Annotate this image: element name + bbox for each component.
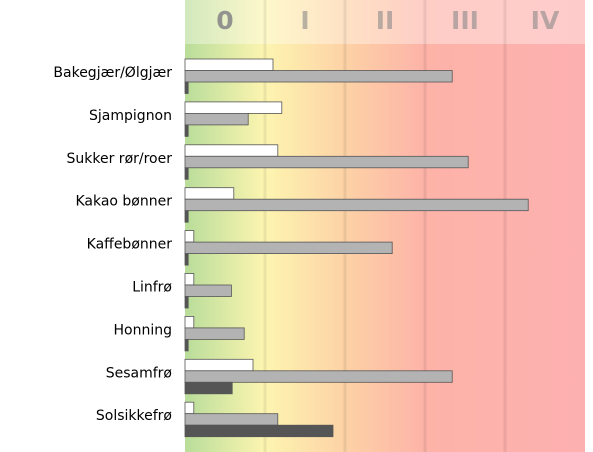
bar	[184, 230, 195, 243]
category-label: Honning	[114, 322, 173, 338]
category-label: Sukker rør/roer	[67, 151, 173, 167]
bar	[184, 58, 274, 71]
bar	[184, 358, 254, 372]
category-label: Kaffebønner	[87, 237, 173, 253]
bar	[184, 113, 249, 126]
bar	[184, 338, 189, 352]
x-tick-label: I	[300, 6, 309, 35]
x-tick-label: II	[376, 6, 395, 35]
bar	[184, 70, 453, 83]
bar	[184, 167, 189, 180]
bar	[184, 315, 195, 329]
bar	[184, 401, 195, 415]
category-label: Solsikkefrø	[96, 408, 173, 424]
category-label: Bakegjær/Ølgjær	[53, 65, 172, 81]
bar	[184, 101, 283, 114]
category-label: Sjampignon	[89, 108, 172, 124]
bar	[184, 381, 233, 395]
bar	[184, 273, 195, 286]
bar	[184, 370, 453, 383]
bar	[184, 124, 189, 137]
bar	[184, 241, 393, 255]
bar	[184, 210, 189, 223]
x-tick-label: III	[451, 6, 479, 35]
bar	[184, 327, 245, 340]
bar	[184, 253, 189, 266]
category-label: Kakao bønner	[75, 194, 172, 210]
bar	[184, 413, 279, 426]
bar	[184, 424, 334, 438]
bar	[184, 187, 235, 200]
bar	[184, 284, 232, 297]
bar	[184, 144, 279, 157]
category-label: Linfrø	[132, 280, 172, 296]
zone-header	[185, 0, 585, 44]
category-label: Sesamfrø	[106, 365, 173, 381]
bar	[184, 198, 529, 212]
bar	[184, 81, 189, 94]
x-tick-label: 0	[216, 6, 233, 35]
x-tick-label: IV	[531, 6, 560, 35]
bar	[184, 296, 189, 309]
bar	[184, 155, 469, 169]
